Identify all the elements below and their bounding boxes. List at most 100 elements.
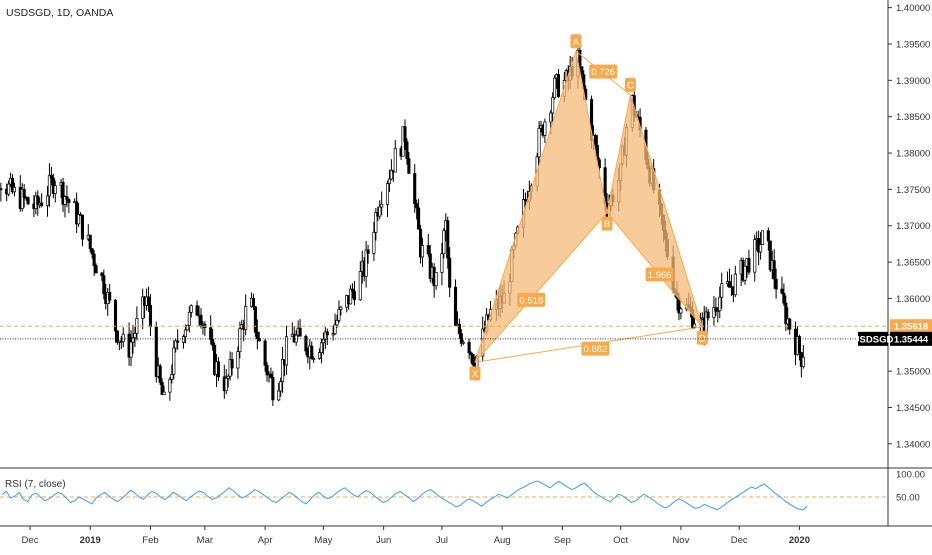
symbol-badge[interactable]: USDSGD <box>853 331 894 346</box>
candle-body[interactable] <box>174 340 178 349</box>
candle-body[interactable] <box>310 345 314 359</box>
candle-body[interactable] <box>47 174 51 197</box>
candle-body[interactable] <box>12 186 17 193</box>
candle-body[interactable] <box>251 297 255 308</box>
candle-body[interactable] <box>304 335 308 352</box>
candle-body[interactable] <box>415 203 419 209</box>
candle-body[interactable] <box>113 299 118 332</box>
candle-body[interactable] <box>284 336 289 366</box>
candle-body[interactable] <box>131 337 135 343</box>
candle-body[interactable] <box>727 281 732 288</box>
pattern-point-b[interactable]: B <box>601 216 613 231</box>
candle-body[interactable] <box>244 306 248 330</box>
candle-body[interactable] <box>100 272 104 277</box>
candle-body[interactable] <box>712 307 716 318</box>
candle-body[interactable] <box>692 323 697 328</box>
candle-body[interactable] <box>417 207 421 230</box>
candle-body[interactable] <box>385 183 390 205</box>
pattern-point-x[interactable]: X <box>469 366 481 381</box>
candle-body[interactable] <box>331 333 335 336</box>
candle-body[interactable] <box>784 302 788 325</box>
candle-body[interactable] <box>593 135 597 146</box>
candle-body[interactable] <box>162 391 166 396</box>
candle-body[interactable] <box>26 197 30 205</box>
candle-body[interactable] <box>374 212 378 233</box>
candle-body[interactable] <box>269 373 273 378</box>
candle-body[interactable] <box>407 158 411 174</box>
candle-body[interactable] <box>337 309 341 321</box>
candle-body[interactable] <box>426 245 430 255</box>
candle-body[interactable] <box>720 283 724 298</box>
candle-body[interactable] <box>372 231 376 254</box>
candle-body[interactable] <box>782 292 786 304</box>
candle-body[interactable] <box>716 310 720 313</box>
candle-body[interactable] <box>102 275 106 295</box>
pattern-point-c[interactable]: C <box>624 77 636 92</box>
candle-body[interactable] <box>349 288 353 305</box>
candle-body[interactable] <box>759 244 763 253</box>
candle-body[interactable] <box>428 253 432 279</box>
candle-body[interactable] <box>580 66 584 76</box>
candle-body[interactable] <box>440 253 444 273</box>
candle-body[interactable] <box>321 339 325 344</box>
candle-body[interactable] <box>80 214 85 240</box>
candle-body[interactable] <box>543 121 547 136</box>
candle-body[interactable] <box>706 311 710 318</box>
pattern-point-a[interactable]: A <box>570 34 582 49</box>
candle-body[interactable] <box>255 331 259 340</box>
candle-body[interactable] <box>0 188 3 190</box>
candle-body[interactable] <box>378 206 382 217</box>
candle-body[interactable] <box>753 239 757 273</box>
reference-price-badge[interactable]: 1.35618 <box>890 319 932 334</box>
candle-body[interactable] <box>747 258 751 273</box>
candle-body[interactable] <box>797 336 801 353</box>
candle-body[interactable] <box>453 286 458 326</box>
candle-body[interactable] <box>537 127 541 158</box>
candle-body[interactable] <box>181 336 186 343</box>
candle-body[interactable] <box>63 196 67 205</box>
candle-body[interactable] <box>265 364 269 376</box>
candle-body[interactable] <box>335 319 339 326</box>
candle-body[interactable] <box>22 188 26 199</box>
candle-body[interactable] <box>224 377 228 392</box>
candle-body[interactable] <box>471 354 475 365</box>
candle-body[interactable] <box>189 305 193 313</box>
candle-body[interactable] <box>61 182 65 205</box>
candle-body[interactable] <box>294 334 298 343</box>
candle-body[interactable] <box>556 74 561 97</box>
candle-body[interactable] <box>277 390 281 401</box>
candle-body[interactable] <box>312 358 316 360</box>
candle-body[interactable] <box>718 296 722 312</box>
candle-body[interactable] <box>389 169 393 180</box>
candle-body[interactable] <box>281 359 285 382</box>
candle-body[interactable] <box>77 214 81 225</box>
candle-body[interactable] <box>393 148 397 173</box>
candle-body[interactable] <box>195 305 199 316</box>
pattern-ratio-1-966[interactable]: 1.966 <box>645 267 674 282</box>
candle-body[interactable] <box>448 257 452 288</box>
candle-body[interactable] <box>10 178 15 193</box>
candle-body[interactable] <box>553 77 557 98</box>
candle-body[interactable] <box>49 174 53 179</box>
candle-body[interactable] <box>442 230 446 255</box>
candle-body[interactable] <box>772 260 776 280</box>
candle-body[interactable] <box>387 178 392 185</box>
candle-body[interactable] <box>257 338 261 342</box>
candle-body[interactable] <box>366 249 370 254</box>
candle-body[interactable] <box>263 340 267 366</box>
candle-body[interactable] <box>158 365 162 383</box>
candle-body[interactable] <box>714 307 718 312</box>
candle-body[interactable] <box>317 352 322 359</box>
candle-body[interactable] <box>141 296 145 319</box>
candle-body[interactable] <box>780 288 784 294</box>
candle-body[interactable] <box>168 379 172 393</box>
candle-body[interactable] <box>319 342 324 353</box>
candle-body[interactable] <box>733 273 737 296</box>
candle-body[interactable] <box>271 377 275 401</box>
candle-body[interactable] <box>238 328 242 352</box>
candle-body[interactable] <box>7 183 11 195</box>
candle-body[interactable] <box>358 271 362 301</box>
pattern-ratio-0-518[interactable]: 0.518 <box>517 292 546 307</box>
candle-body[interactable] <box>788 318 792 330</box>
candle-body[interactable] <box>469 352 473 355</box>
